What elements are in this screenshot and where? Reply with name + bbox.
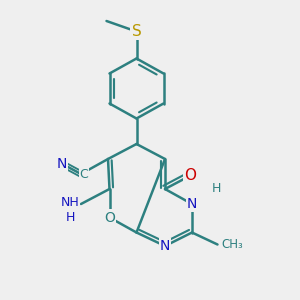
Text: N: N [187, 197, 197, 211]
Text: H: H [66, 211, 75, 224]
Text: N: N [160, 239, 170, 253]
Text: CH₃: CH₃ [221, 238, 243, 251]
Text: H: H [211, 182, 221, 196]
Text: N: N [56, 157, 67, 170]
Text: O: O [104, 211, 115, 224]
Text: S: S [132, 24, 141, 39]
Text: C: C [80, 167, 88, 181]
Text: O: O [184, 168, 196, 183]
Text: NH: NH [61, 196, 80, 209]
